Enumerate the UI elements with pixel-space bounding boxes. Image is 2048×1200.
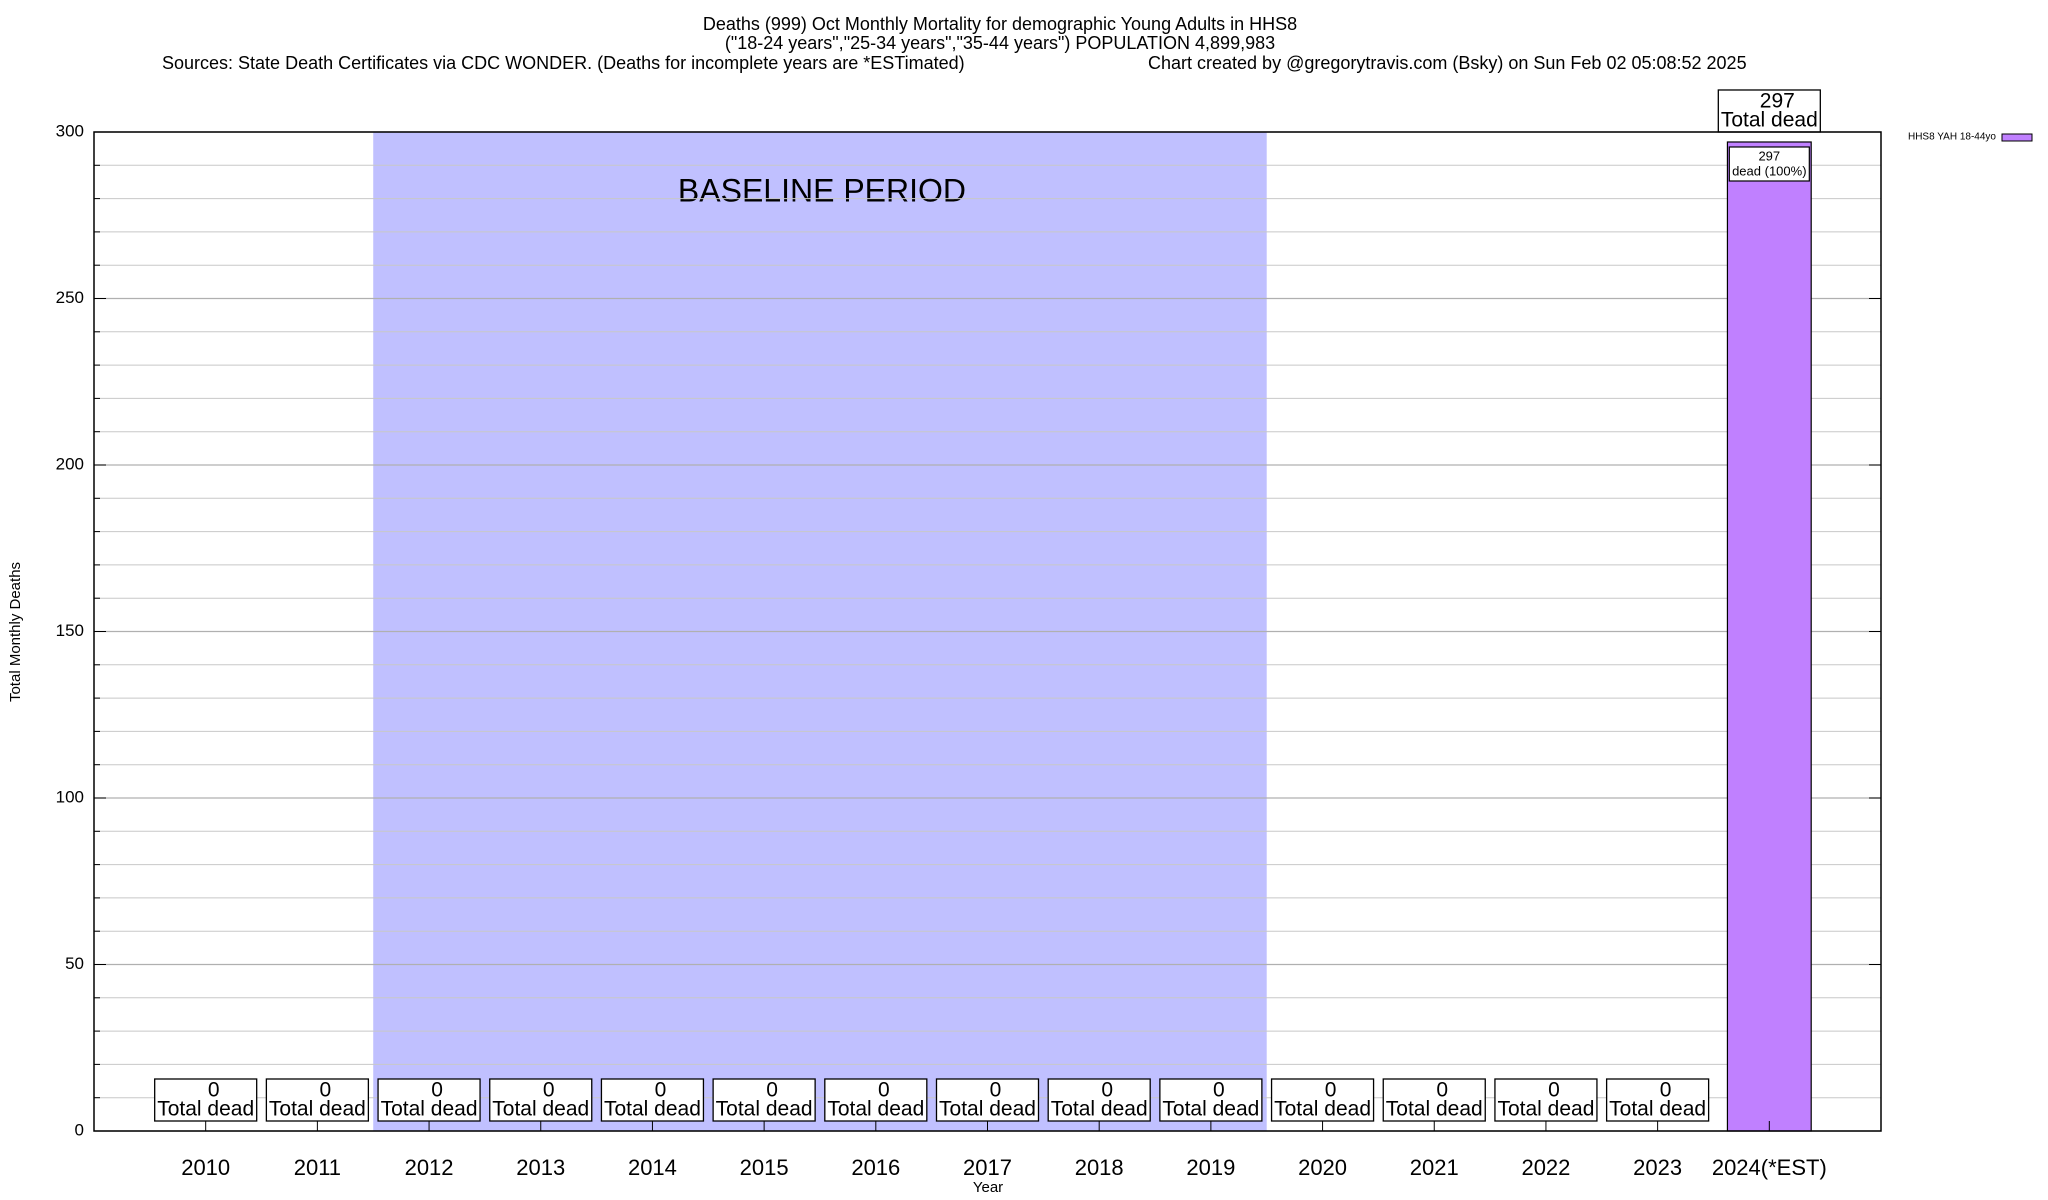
x-tick-label: 2017	[963, 1155, 1012, 1180]
value-label: 0	[320, 1079, 332, 1102]
x-tick-label: 2014	[628, 1155, 677, 1180]
x-tick-label: 2016	[851, 1155, 900, 1180]
bar	[1726, 141, 1812, 1132]
label-box	[265, 1078, 370, 1122]
x-tick-label: 2011	[294, 1155, 341, 1180]
label-box	[824, 1078, 928, 1122]
x-tick-label: 2023	[1633, 1155, 1682, 1180]
value-label: 0	[1436, 1079, 1448, 1102]
x-tick-label: 2018	[1075, 1155, 1124, 1180]
value-label: 0	[208, 1079, 220, 1102]
x-tick-label: 2013	[516, 1155, 565, 1180]
legend-label: HHS8 YAH 18-44yo	[1908, 132, 1996, 143]
value-label: 297	[1760, 90, 1795, 113]
value-label: 0	[1213, 1079, 1225, 1102]
total-label: Total dead	[492, 1098, 589, 1121]
chart-subtitle: ("18-24 years","25-34 years","35-44 year…	[725, 33, 1275, 53]
value-label: 0	[431, 1079, 443, 1102]
y-tick-label: 0	[75, 1120, 84, 1139]
total-label: Total dead	[827, 1098, 924, 1121]
y-tick-label: 50	[65, 954, 84, 973]
y-tick-label: 100	[56, 787, 84, 806]
plot-frame	[93, 131, 1882, 1132]
x-tick-label: 2021	[1410, 1155, 1459, 1180]
total-label: Total dead	[716, 1098, 813, 1121]
total-label: Total dead	[1051, 1098, 1148, 1121]
y-tick-label: 250	[56, 288, 84, 307]
value-label: 0	[990, 1079, 1002, 1102]
x-tick-label: 2015	[740, 1155, 789, 1180]
label-box	[1494, 1078, 1598, 1122]
x-tick-label: 2012	[405, 1155, 454, 1180]
label-box	[154, 1078, 258, 1122]
total-label: Total dead	[939, 1098, 1036, 1121]
sources: Sources: State Death Certificates via CD…	[162, 53, 965, 73]
label-box	[1382, 1078, 1486, 1122]
total-label: Total dead	[604, 1098, 701, 1121]
segment-value-label: 297	[1758, 148, 1780, 163]
label-box	[489, 1078, 593, 1122]
x-tick-label: 2010	[181, 1155, 230, 1180]
y-tick-label: 200	[56, 454, 84, 473]
total-label: Total dead	[1721, 109, 1818, 132]
total-label: Total dead	[1162, 1098, 1259, 1121]
x-tick-label: 2020	[1298, 1155, 1347, 1180]
segment-label-box	[1728, 146, 1810, 182]
credit: Chart created by @gregorytravis.com (Bsk…	[1148, 53, 1747, 73]
value-label: 0	[655, 1079, 667, 1102]
value-label: 0	[878, 1079, 890, 1102]
y-tick-label: 150	[56, 621, 84, 640]
label-box	[1605, 1078, 1710, 1122]
value-label: 0	[1548, 1079, 1560, 1102]
value-label: 0	[1325, 1079, 1337, 1102]
y-axis-label: Total Monthly Deaths	[7, 562, 24, 702]
y-tick-label: 300	[56, 121, 84, 140]
value-label: 0	[543, 1079, 555, 1102]
total-label: Total dead	[1497, 1098, 1594, 1121]
value-label: 0	[766, 1079, 778, 1102]
label-box	[1159, 1078, 1263, 1122]
label-box	[1717, 89, 1821, 133]
total-label: Total dead	[1609, 1098, 1706, 1121]
total-label: Total dead	[381, 1098, 478, 1121]
label-box	[1047, 1078, 1151, 1122]
label-box	[377, 1078, 481, 1122]
value-label: 0	[1101, 1079, 1113, 1102]
x-tick-label: 2019	[1186, 1155, 1235, 1180]
total-label: Total dead	[1274, 1098, 1371, 1121]
segment-label: dead (100%)	[1732, 163, 1806, 178]
x-tick-label: 2024(*EST)	[1712, 1155, 1827, 1180]
total-label: Total dead	[269, 1098, 366, 1121]
total-label: Total dead	[157, 1098, 254, 1121]
label-box	[712, 1078, 816, 1122]
legend-swatch	[2001, 133, 2033, 142]
x-tick-label: 2022	[1521, 1155, 1570, 1180]
chart-title: Deaths (999) Oct Monthly Mortality for d…	[703, 14, 1297, 34]
total-label: Total dead	[1386, 1098, 1483, 1121]
x-axis-label: Year	[973, 1179, 1003, 1196]
baseline-label: BASELINE PERIOD	[678, 172, 966, 208]
value-label: 0	[1660, 1079, 1672, 1102]
label-box	[1270, 1078, 1375, 1122]
